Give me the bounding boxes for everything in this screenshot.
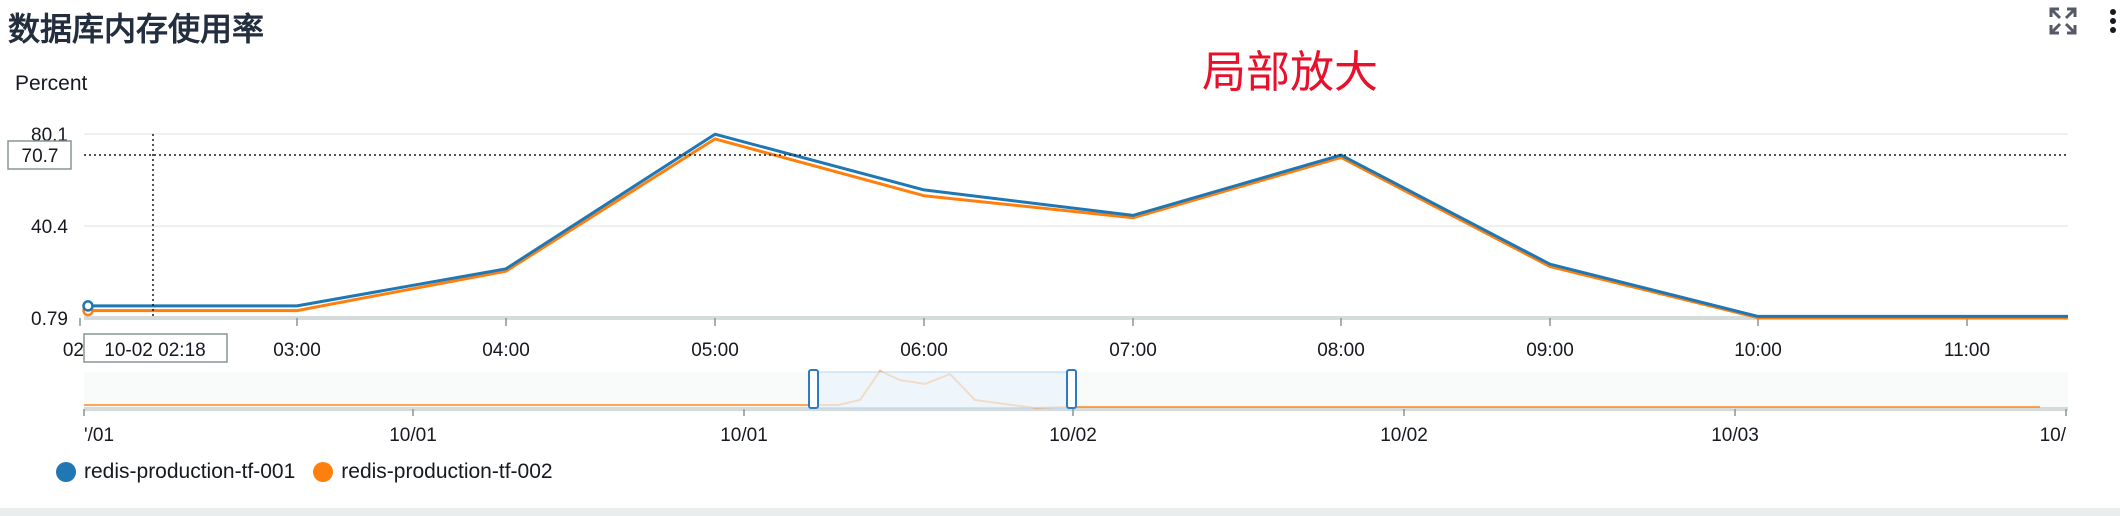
y-axis-unit-label: Percent: [15, 72, 88, 95]
legend-item-series-2[interactable]: redis-production-tf-002: [313, 460, 553, 484]
x-tick-label: 09:00: [1526, 340, 1574, 361]
crosshair-x-value: 10-02 02:18: [104, 340, 205, 361]
y-tick-label: 40.4: [31, 217, 68, 238]
vertical-dots-icon[interactable]: [2106, 6, 2120, 36]
footer-bar: [0, 508, 2120, 516]
series-line-1[interactable]: [88, 132, 2068, 318]
chart-legend: redis-production-tf-001 redis-production…: [56, 460, 553, 484]
overview-tick-label: 10/01: [389, 425, 437, 446]
overview-tick-label: 10/03: [1711, 425, 1759, 446]
x-tick-label: 06:00: [900, 340, 948, 361]
x-tick-label: 10:00: [1734, 340, 1782, 361]
x-tick-label: 02: [63, 340, 84, 361]
crosshair-y-tooltip: [7, 140, 72, 170]
x-tick-label: 11:00: [1944, 340, 1990, 361]
overview-tick-label: 10/01: [720, 425, 768, 446]
legend-swatch-series-1: [56, 462, 76, 482]
legend-label-series-1: redis-production-tf-001: [84, 460, 296, 483]
x-tick-label: 03:00: [273, 340, 321, 361]
legend-swatch-series-2: [313, 462, 334, 482]
widget-title: 数据库内存使用率: [8, 10, 265, 48]
x-tick-label: 04:00: [482, 340, 530, 361]
overview-right-handle[interactable]: [1066, 369, 1077, 409]
expand-icon[interactable]: [2048, 6, 2078, 36]
zoom-annotation: 局部放大: [1202, 47, 1378, 98]
legend-item-series-1[interactable]: redis-production-tf-001: [56, 460, 295, 484]
x-tick-label: 07:00: [1109, 340, 1157, 361]
x-tick-label: 08:00: [1317, 340, 1365, 361]
series-point-1: [82, 300, 94, 312]
overview-tick-label: 10/02: [1049, 425, 1097, 446]
legend-label-series-2: redis-production-tf-002: [341, 460, 553, 483]
overview-tick-label: '/01: [84, 425, 114, 446]
x-tick-label: 05:00: [691, 340, 739, 361]
crosshair-x-tooltip: [83, 333, 228, 363]
crosshair-y-value: 70.7: [22, 146, 59, 167]
overview-navigator[interactable]: '/01 10/01 10/01 10/02 10/02 10/03 10/: [83, 369, 2068, 446]
overview-tick-label: 10/: [2040, 425, 2067, 446]
y-tick-label: 0.79: [31, 309, 68, 330]
overview-zoom-window[interactable]: [812, 371, 1072, 409]
overview-tick-label: 10/02: [1380, 425, 1428, 446]
overview-left-handle[interactable]: [808, 369, 819, 409]
